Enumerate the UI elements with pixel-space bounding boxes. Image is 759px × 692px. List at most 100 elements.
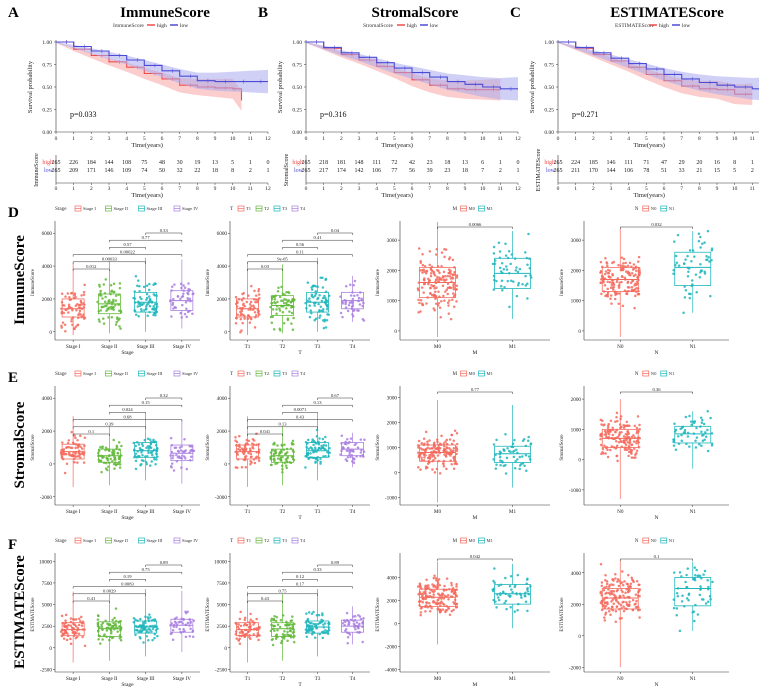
data-point — [524, 453, 528, 457]
data-point — [515, 266, 518, 269]
data-point — [424, 592, 427, 596]
data-point — [291, 328, 295, 331]
data-point — [441, 592, 444, 596]
y-tick-label: -1000 — [569, 488, 582, 494]
risk-count-low: 171 — [87, 168, 96, 174]
data-point — [279, 457, 282, 461]
p-value-label: 0.17 — [296, 581, 305, 586]
y-axis-label: ESTIMATEScore — [560, 597, 565, 631]
data-point — [600, 292, 603, 296]
data-point — [438, 583, 441, 587]
significance-bracket — [109, 404, 183, 408]
data-point — [170, 315, 173, 318]
data-point — [276, 623, 280, 626]
data-point — [442, 278, 446, 281]
p-value-label: 0.36 — [652, 387, 661, 392]
data-point — [74, 636, 78, 640]
data-point — [188, 297, 192, 301]
data-point — [687, 598, 690, 602]
y-tick-label: 2000 — [571, 602, 582, 608]
legend-label: M1 — [487, 538, 494, 543]
data-point — [452, 285, 455, 289]
risk-y-label: StromalScore — [284, 153, 290, 186]
data-point — [450, 583, 453, 587]
significance-bracket — [317, 397, 353, 400]
data-point — [626, 285, 630, 289]
data-point — [309, 309, 313, 312]
data-point — [276, 300, 279, 304]
y-tick-label: 2000 — [217, 429, 228, 435]
data-point — [688, 445, 691, 448]
data-point — [452, 295, 456, 298]
data-point — [630, 450, 633, 454]
significance-bracket — [72, 268, 110, 271]
data-point — [691, 577, 695, 581]
data-point — [602, 280, 605, 283]
risk-x-tick-label: 4 — [125, 186, 128, 192]
data-point — [705, 258, 709, 261]
data-point — [450, 442, 454, 446]
data-point — [192, 292, 195, 295]
data-point — [151, 308, 154, 311]
data-point — [424, 271, 428, 275]
data-point — [604, 270, 608, 273]
data-point — [426, 462, 430, 465]
data-point — [434, 576, 438, 580]
data-point — [319, 276, 322, 280]
risk-count-low: 23 — [444, 168, 450, 174]
data-point — [627, 573, 630, 577]
data-point — [325, 629, 329, 633]
data-point — [605, 261, 608, 264]
data-point — [325, 307, 329, 311]
significance-bracket — [109, 412, 146, 415]
x-tick-label: T1 — [245, 509, 251, 515]
y-tick-label: 0 — [394, 329, 397, 335]
data-point — [325, 318, 329, 322]
data-point — [429, 292, 432, 296]
data-point — [504, 433, 507, 436]
data-point — [620, 425, 623, 429]
data-point — [433, 274, 437, 277]
data-point — [278, 295, 282, 299]
data-point — [434, 297, 437, 300]
legend-label: Stage I — [83, 371, 96, 376]
x-tick-label: 1 — [72, 136, 75, 142]
data-point — [316, 297, 319, 301]
data-point — [134, 452, 138, 455]
data-point — [672, 444, 676, 447]
risk-x-tick-label: 9 — [214, 186, 217, 192]
data-point — [112, 452, 116, 455]
x-tick-label: Stage III — [137, 676, 155, 682]
data-point — [687, 592, 691, 596]
legend-title: Stage — [55, 206, 67, 212]
data-point — [79, 434, 82, 438]
data-point — [314, 285, 317, 288]
x-axis-label: Stage — [121, 350, 134, 356]
data-point — [709, 416, 712, 420]
data-point — [77, 444, 81, 448]
data-point — [189, 620, 192, 624]
risk-count-low: 142 — [355, 168, 364, 174]
data-point — [523, 594, 527, 598]
y-tick-label: 1000 — [387, 446, 398, 452]
box-legend: T T1 T2 T3 T4 — [230, 205, 306, 212]
data-point — [433, 589, 436, 593]
data-point — [149, 616, 152, 619]
y-tick-label: 5000 — [42, 603, 53, 609]
data-point — [434, 253, 438, 256]
data-point — [512, 455, 516, 459]
data-point — [73, 460, 76, 464]
x-tick-label: Stage I — [66, 344, 81, 350]
data-point — [701, 242, 704, 246]
data-point — [604, 592, 607, 595]
data-point — [349, 437, 353, 440]
data-point — [68, 453, 71, 457]
y-tick-label: 0.75 — [42, 63, 52, 69]
data-point — [61, 448, 64, 452]
p-value-label: 0.13 — [313, 400, 322, 405]
y-tick-label: 2000 — [42, 297, 53, 303]
data-point — [244, 466, 248, 469]
p-value-label: 0.1 — [88, 429, 94, 434]
data-point — [73, 454, 76, 458]
data-point — [511, 591, 514, 594]
